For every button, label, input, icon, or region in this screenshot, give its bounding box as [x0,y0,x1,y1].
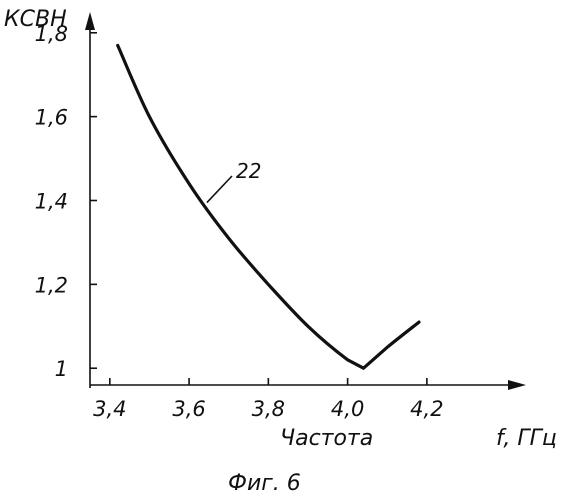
x-tick-label: 3,4 [93,397,126,421]
x-tick-label: 4,2 [410,397,443,421]
x-axis-title: f, ГГц [496,426,557,451]
y-axis-ticks: 11,21,41,61,8 [35,22,97,381]
x-tick-label: 3,6 [172,397,205,421]
figure-caption: Фиг. 6 [228,471,301,496]
callout-leader-line [207,176,232,203]
y-tick-label: 1,6 [35,106,68,130]
series-curve [118,45,419,368]
y-tick-label: 1,4 [35,190,68,214]
y-axis-arrowhead [85,12,95,30]
curve-callout-label: 22 [236,159,261,183]
x-axis-subtitle: Частота [280,426,373,451]
y-tick-label: 1,2 [35,273,68,297]
y-tick-label: 1 [55,357,68,381]
x-tick-label: 4,0 [331,397,364,421]
y-axis-title: КСВН [4,7,67,32]
x-tick-label: 3,8 [252,397,285,421]
x-axis-arrowhead [508,380,526,390]
